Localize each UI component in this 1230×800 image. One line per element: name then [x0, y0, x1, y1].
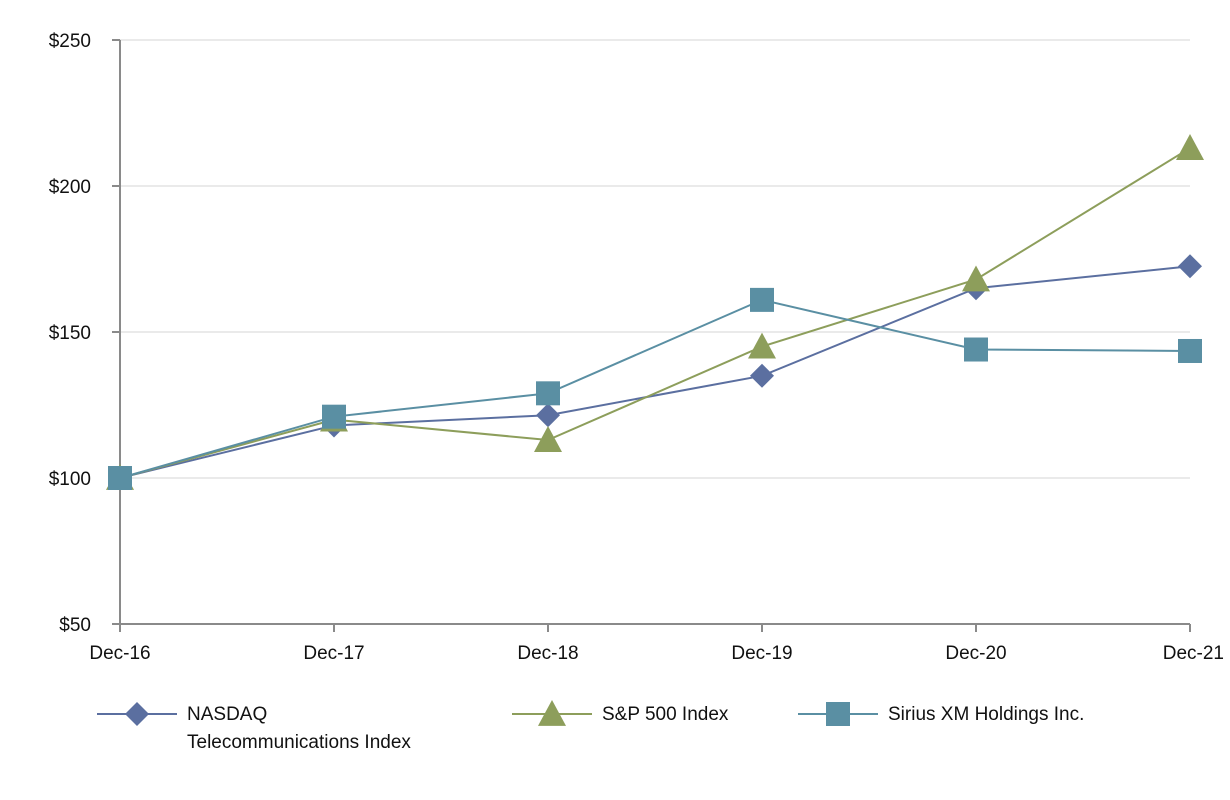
data-point-triangle-4 — [962, 265, 990, 292]
data-point-diamond-3 — [750, 363, 774, 388]
data-point-square-3 — [750, 287, 774, 312]
data-point-square-0 — [108, 466, 132, 490]
data-point-triangle-2 — [534, 426, 562, 452]
series-markers — [106, 134, 1204, 490]
x-tick-label: Dec-18 — [517, 643, 578, 664]
data-point-square-2 — [536, 381, 560, 406]
legend-label-line: Sirius XM Holdings Inc. — [888, 704, 1084, 725]
data-point-square-1 — [322, 404, 346, 429]
legend-label-line: Telecommunications Index — [187, 732, 411, 753]
legend-label-diamond: NASDAQ Telecommunications Index — [187, 704, 411, 753]
data-point-square-5 — [1178, 338, 1202, 363]
grid-lines — [120, 39, 1190, 479]
data-point-square-4 — [964, 337, 988, 362]
data-point-diamond-2 — [536, 403, 560, 428]
series-lines — [119, 147, 1191, 479]
series-line-square — [119, 298, 1191, 479]
legend-marker-square — [826, 702, 850, 726]
legend-label-triangle: S&P 500 Index — [602, 704, 729, 725]
data-point-diamond-5 — [1178, 254, 1202, 279]
x-tick-label: Dec-21 — [1163, 643, 1224, 664]
series-line-diamond — [119, 265, 1191, 479]
legend-label-line: S&P 500 Index — [602, 704, 729, 725]
legend: NASDAQ Telecommunications Index S&P 500 In… — [97, 700, 1084, 753]
x-tick-label: Dec-20 — [945, 643, 1006, 664]
y-tick-label: $150 — [49, 323, 91, 344]
y-tick-label: $250 — [49, 31, 91, 52]
x-tick-label: Dec-17 — [303, 643, 364, 664]
legend-label-square: Sirius XM Holdings Inc. — [888, 704, 1084, 725]
x-tick-label: Dec-16 — [89, 643, 150, 664]
axes — [112, 39, 1191, 632]
y-tick-label: $200 — [49, 177, 91, 198]
tick-labels: $50 $100 $150 $200 $250 Dec-16 Dec-17 Dec-18 Dec… — [49, 31, 1224, 664]
legend-label-line: NASDAQ — [187, 704, 267, 725]
x-tick-label: Dec-19 — [731, 643, 792, 664]
data-point-triangle-3 — [748, 332, 776, 359]
y-tick-label: $100 — [49, 469, 91, 490]
legend-marker-diamond — [125, 702, 149, 726]
series-line-triangle — [119, 147, 1191, 479]
data-point-triangle-5 — [1176, 134, 1204, 160]
y-tick-label: $50 — [59, 615, 91, 636]
legend-marker-triangle — [538, 700, 566, 726]
